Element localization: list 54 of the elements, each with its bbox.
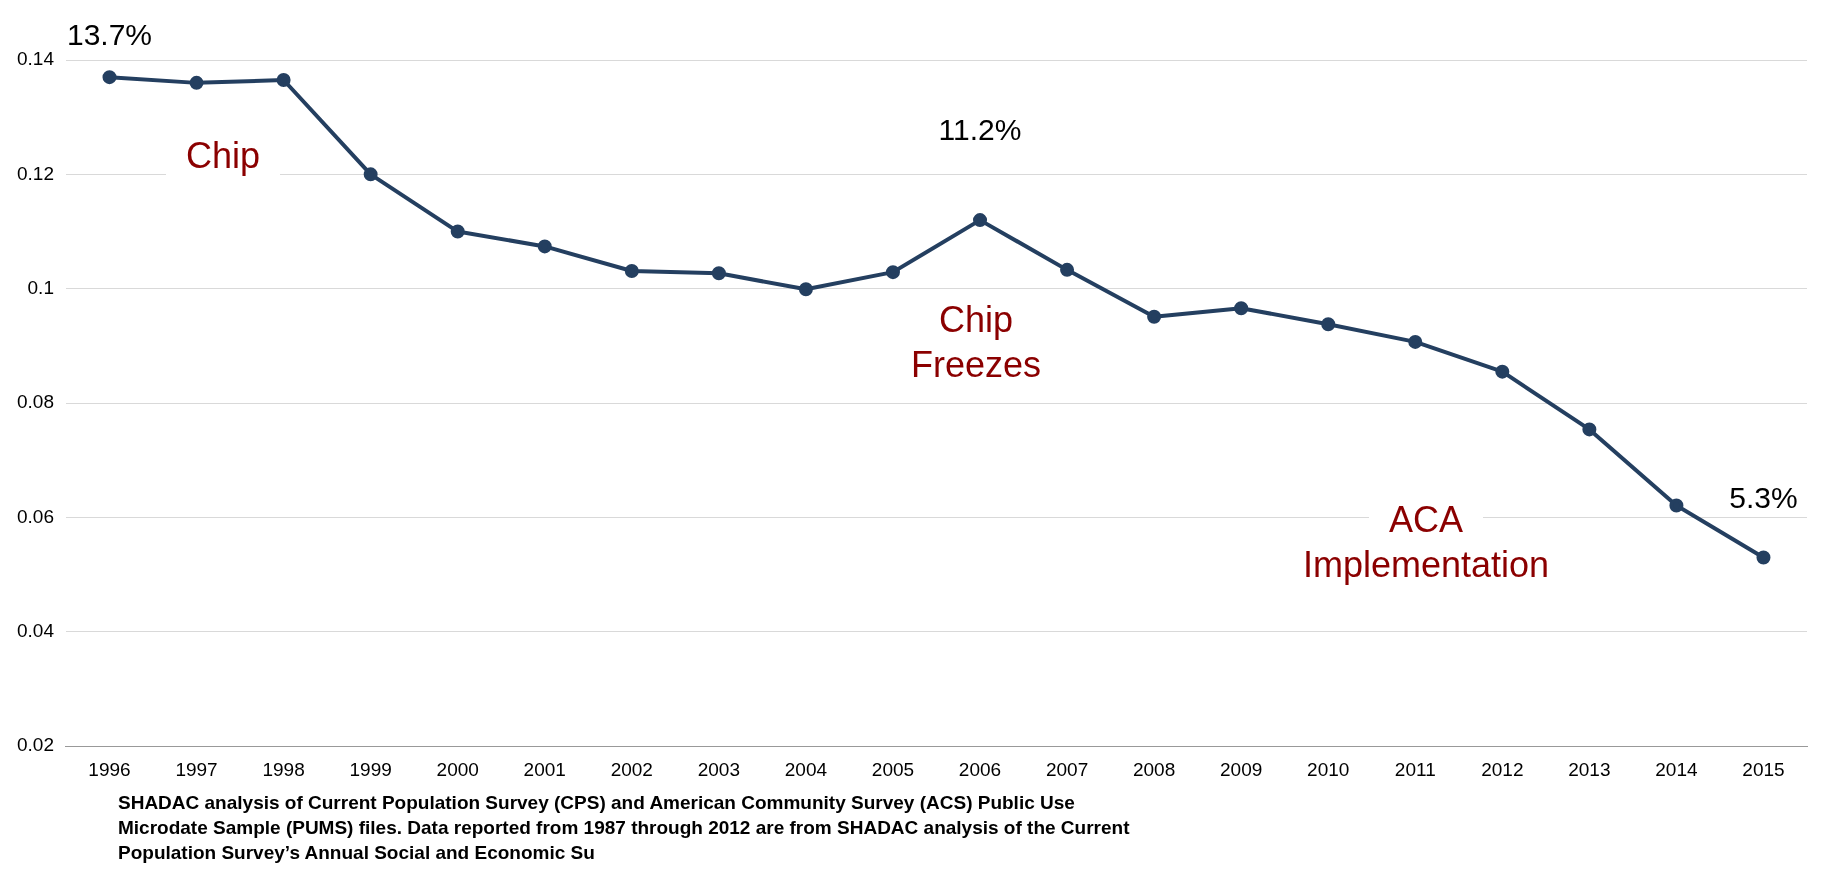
- x-tick-label: 2004: [784, 758, 828, 780]
- annotation: 13.7%: [66, 18, 153, 52]
- x-tick-label: 2000: [436, 758, 479, 780]
- y-tick-label: 0.14: [17, 48, 55, 70]
- point: [276, 73, 291, 88]
- point: [1060, 262, 1075, 277]
- point: [1669, 498, 1684, 513]
- x-tick-label: 2012: [1481, 758, 1524, 780]
- annotation: 5.3%: [1729, 480, 1798, 514]
- y-tick-label: 0.06: [17, 505, 54, 527]
- x-tick-label: 2010: [1307, 758, 1350, 780]
- x-tick-label: 2015: [1742, 758, 1785, 780]
- point: [711, 266, 726, 281]
- point: [102, 70, 117, 85]
- text: SHADAC analysis of Current Population Survey (CPS) and American Community Survey (ACS) Public Use Microdate Sample (PUMS) files. Data reported from 1987 through 2012 are from SHADAC analysis of the Current Population Survey’s Annual Social and Economic Su: [118, 791, 1130, 865]
- point: [1147, 309, 1162, 324]
- x-tick-label: 1997: [175, 758, 218, 780]
- x-tick-label: 2011: [1394, 758, 1436, 780]
- point: [1582, 422, 1597, 437]
- x-tick-label: 2001: [523, 758, 566, 780]
- point: [450, 224, 465, 239]
- x-tick-label: 2013: [1568, 758, 1611, 780]
- annotation: Chip: [185, 134, 261, 176]
- point: [798, 282, 813, 297]
- point: [363, 167, 378, 182]
- x-tick-label: 2007: [1045, 758, 1089, 780]
- point: [624, 264, 639, 279]
- y-tick-label: 0.04: [17, 620, 55, 642]
- point: [189, 75, 204, 90]
- point: [1495, 364, 1510, 379]
- y-tick-label: 0.08: [17, 391, 54, 413]
- point: [1234, 301, 1249, 316]
- x-tick-label: 1996: [88, 758, 131, 780]
- x-tick-label: 2005: [871, 758, 915, 780]
- x-tick-label: 2014: [1655, 758, 1698, 780]
- annotation: Chip Freezes: [910, 299, 1042, 386]
- x-tick-label: 2006: [958, 758, 1002, 780]
- x-tick-label: 2002: [610, 758, 653, 780]
- point: [885, 265, 900, 280]
- annotation: 11.2%: [938, 113, 1022, 147]
- x-tick-label: 2003: [697, 758, 740, 780]
- y-tick-label: 0.02: [17, 734, 54, 756]
- point: [1408, 334, 1423, 349]
- x-tick-label: 2009: [1220, 758, 1263, 780]
- x-tick-label: 1998: [262, 758, 305, 780]
- y-tick-label: 0.12: [17, 162, 54, 184]
- point: [973, 213, 988, 228]
- y-tick-label: 0.1: [27, 276, 54, 298]
- point: [1756, 550, 1771, 565]
- x-tick-label: 1999: [349, 758, 392, 780]
- annotation: ACA Implementation: [1302, 499, 1550, 586]
- point: [537, 239, 552, 254]
- x-tick-label: 2008: [1132, 758, 1176, 780]
- point: [1321, 317, 1336, 332]
